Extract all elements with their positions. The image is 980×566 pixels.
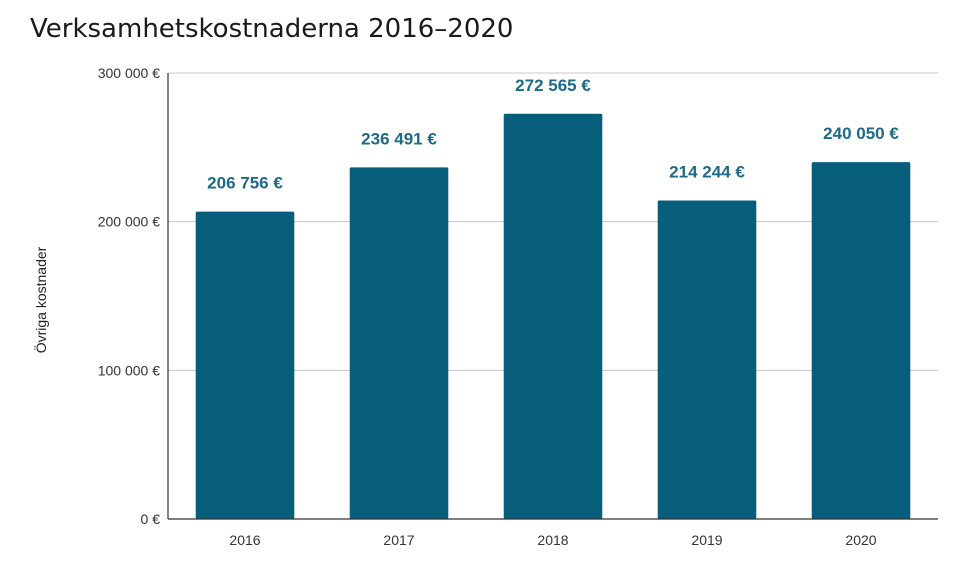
x-tick-label: 2016: [229, 532, 260, 548]
y-axis-title: Övriga kostnader: [32, 246, 49, 353]
x-tick-label: 2019: [691, 532, 722, 548]
axes: [167, 73, 938, 520]
data-label-2019: 214 244 €: [669, 162, 745, 181]
bar-2018: [503, 113, 603, 520]
y-tick-label: 0 €: [141, 511, 161, 527]
bar-2016: [195, 211, 295, 519]
y-tick-label: 200 000 €: [98, 214, 160, 230]
data-label-2020: 240 050 €: [823, 124, 899, 143]
bar-2019: [657, 200, 757, 519]
chart-title: Verksamhetskostnaderna 2016–2020: [30, 14, 513, 44]
bar-2017: [349, 167, 449, 519]
x-tick-label: 2020: [845, 532, 876, 548]
tick-labels: 0 € 100 000 € 200 000 € 300 000 € 2016 2017 20…: [98, 65, 877, 548]
bar-2020: [811, 162, 911, 519]
data-labels: 206 756 € 236 491 € 272 565 € 214 244 € 240 …: [207, 76, 899, 193]
data-label-2018: 272 565 €: [515, 76, 591, 95]
x-tick-label: 2018: [537, 532, 568, 548]
x-tick-label: 2017: [383, 532, 414, 548]
data-label-2017: 236 491 €: [361, 129, 437, 148]
y-tick-label: 100 000 €: [98, 362, 160, 378]
y-tick-label: 300 000 €: [98, 65, 160, 81]
data-label-2016: 206 756 €: [207, 174, 283, 193]
bars: [195, 113, 911, 520]
